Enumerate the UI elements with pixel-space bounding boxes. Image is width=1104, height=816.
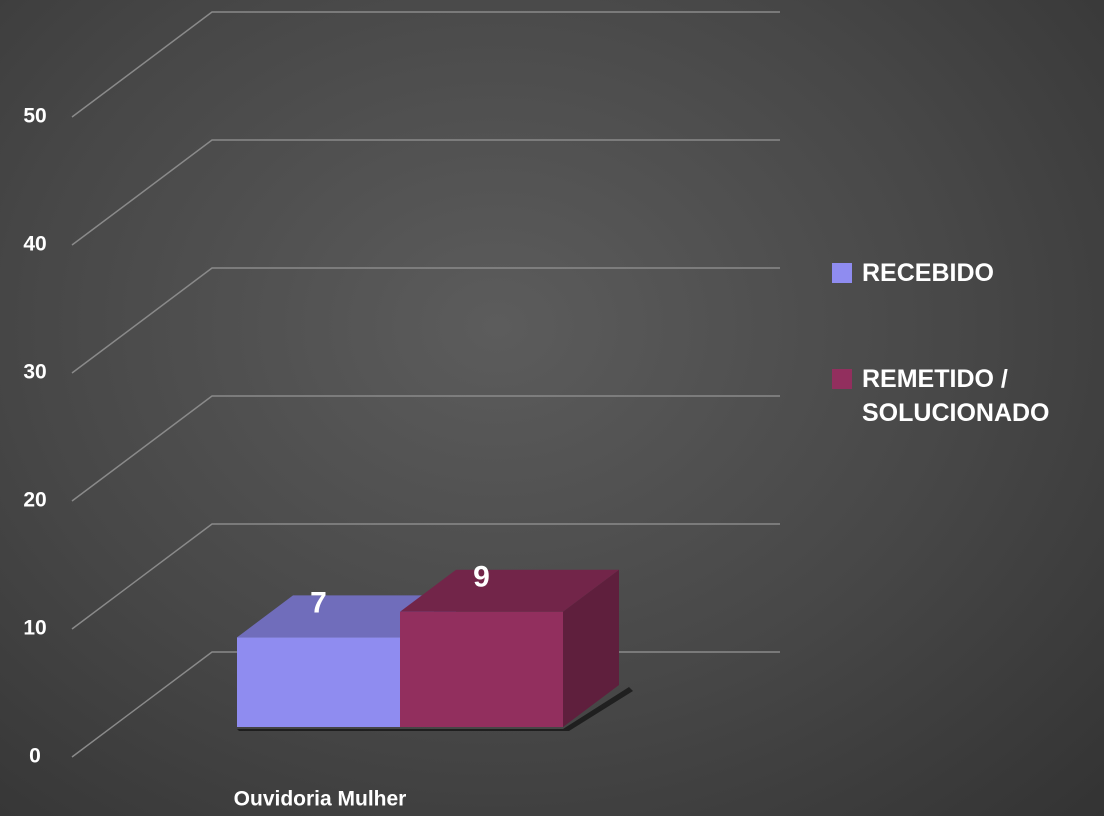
grid-line	[71, 139, 780, 246]
legend-label: REMETIDO / SOLUCIONADO	[862, 365, 1050, 427]
legend-item: RECEBIDO	[832, 256, 1082, 290]
y-tick-label: 30	[23, 361, 46, 384]
grid-line	[71, 267, 780, 374]
y-tick-label: 20	[23, 489, 46, 512]
y-tick-label: 50	[23, 105, 46, 128]
bar-side	[563, 569, 619, 727]
grid-line	[71, 523, 780, 630]
grid-line	[71, 395, 780, 502]
y-tick-label: 0	[29, 745, 41, 768]
legend-swatch	[832, 263, 852, 283]
data-label: 7	[310, 586, 327, 619]
x-tick-label: Ouvidoria Mulher	[234, 788, 407, 811]
bar	[237, 637, 400, 727]
y-tick-label: 10	[23, 617, 46, 640]
bar-top	[400, 569, 619, 612]
bar	[400, 611, 563, 727]
legend-item: REMETIDO / SOLUCIONADO	[832, 362, 1082, 430]
legend-swatch	[832, 369, 852, 389]
grid-line	[71, 11, 780, 118]
y-tick-label: 40	[23, 233, 46, 256]
legend-label: RECEBIDO	[862, 259, 994, 287]
data-label: 9	[473, 561, 490, 594]
